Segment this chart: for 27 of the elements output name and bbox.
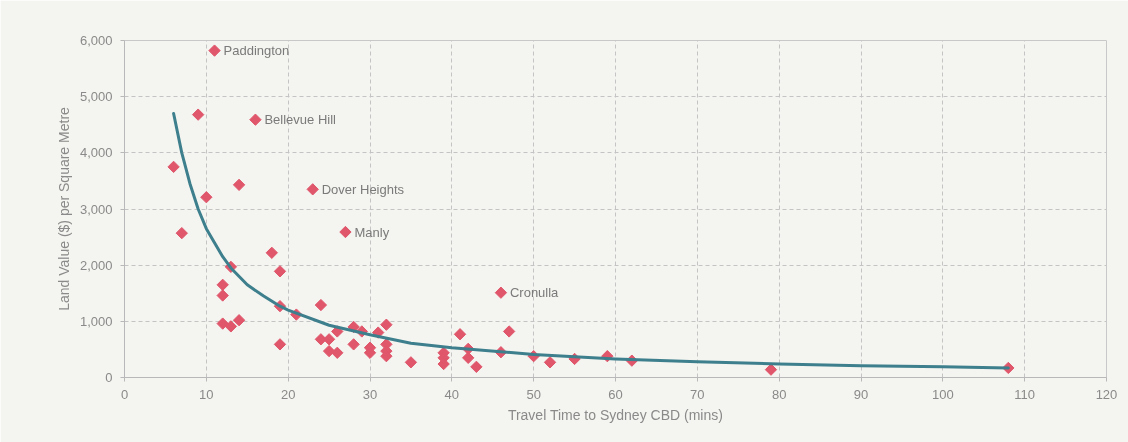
x-tick-label: 60 xyxy=(608,386,623,402)
annotation: Paddington xyxy=(223,43,290,59)
x-tick-label: 30 xyxy=(362,386,378,402)
x-tick-label: 10 xyxy=(199,386,214,402)
x-tick-label: 90 xyxy=(853,386,869,402)
annotation: Cronulla xyxy=(509,285,560,301)
x-tick-label: 120 xyxy=(1095,386,1118,402)
y-tick-label: 1,000 xyxy=(79,313,113,329)
x-tick-label: 20 xyxy=(280,386,296,402)
x-tick-label: 80 xyxy=(771,386,787,402)
annotation: Dover Heights xyxy=(321,181,405,197)
y-tick-label: 0 xyxy=(105,370,113,385)
x-tick-label: 50 xyxy=(526,386,541,402)
y-tick-label: 6,000 xyxy=(79,33,113,48)
x-tick-label: 0 xyxy=(120,386,129,402)
y-tick-label: 4,000 xyxy=(79,145,113,161)
x-tick-label: 70 xyxy=(690,386,705,402)
y-tick-label: 2,000 xyxy=(79,257,113,273)
y-tick-label: 5,000 xyxy=(79,89,113,105)
annotation: Manly xyxy=(354,224,390,240)
y-axis-title: Land Value ($) per Square Metre xyxy=(55,106,72,311)
x-axis-title: Travel Time to Sydney CBD (mins) xyxy=(507,406,723,423)
x-tick-label: 40 xyxy=(444,386,460,402)
y-tick-label: 3,000 xyxy=(79,201,113,217)
x-tick-label: 110 xyxy=(1014,386,1036,402)
x-tick-label: 100 xyxy=(931,386,954,402)
annotation: Bellevue Hill xyxy=(264,112,337,128)
